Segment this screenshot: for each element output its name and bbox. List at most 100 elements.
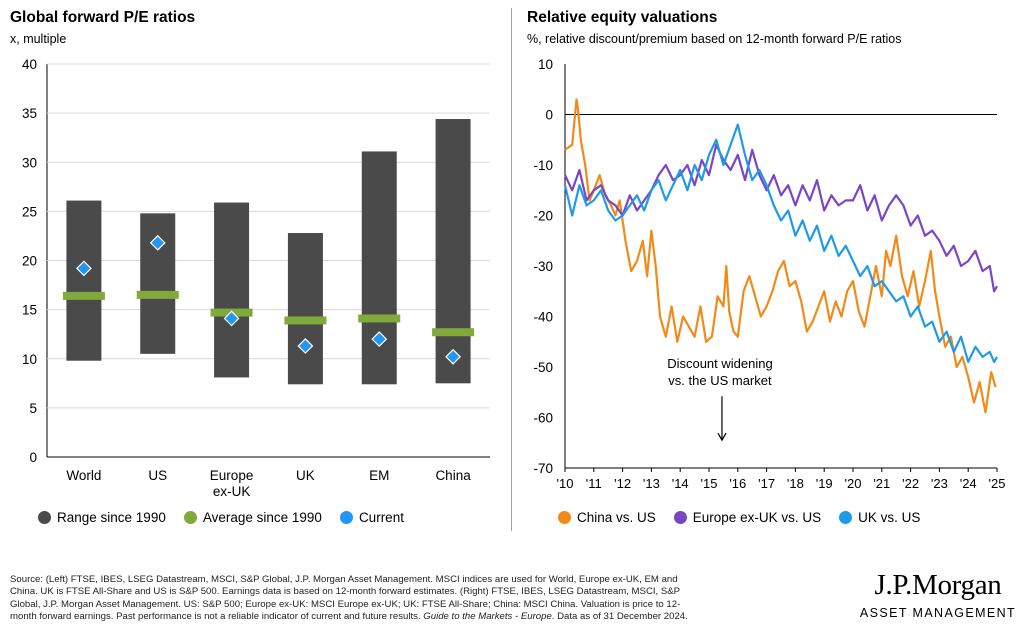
range-bar <box>435 119 471 384</box>
range-bar <box>140 213 176 354</box>
legend-europe-label: Europe ex-UK vs. US <box>692 510 822 525</box>
left-y-tick-label: 25 <box>22 204 37 219</box>
right-y-tick-label: -10 <box>533 158 553 173</box>
series-line <box>564 143 998 293</box>
right-x-tick-label: '24 <box>960 476 977 491</box>
left-y-tick-label: 0 <box>29 450 37 465</box>
legend-range-label: Range since 1990 <box>57 510 166 525</box>
legend-europe: Europe ex-UK vs. US <box>673 510 822 525</box>
left-x-tick-label: UK <box>296 468 315 483</box>
left-y-tick-label: 15 <box>22 303 37 318</box>
current-marker <box>75 260 92 277</box>
left-y-tick-label: 5 <box>29 401 37 416</box>
legend-range-swatch <box>38 511 51 524</box>
right-x-tick-label: '22 <box>902 476 919 491</box>
right-y-tick-label: -30 <box>533 259 553 274</box>
right-x-tick-label: '19 <box>816 476 833 491</box>
right-x-tick-label: '10 <box>557 476 574 491</box>
legend-europe-swatch <box>673 511 687 524</box>
legend-range: Range since 1990 <box>38 510 166 525</box>
right-x-tick-label: '23 <box>931 476 948 491</box>
range-bar <box>287 232 323 385</box>
annotation-arrow-head <box>717 432 727 442</box>
left-x-tick-label: China <box>435 468 471 483</box>
footnote-line-4: month forward earnings. Past performance… <box>10 611 828 623</box>
right-y-tick-label: 0 <box>545 108 553 123</box>
legend-average-swatch <box>183 511 197 524</box>
left-x-tick-label: EM <box>369 468 389 483</box>
right-x-tick-label: '11 <box>586 476 602 491</box>
logo-wordmark: J.P.Morgan <box>874 569 1002 601</box>
right-x-tick-label: '20 <box>845 476 862 491</box>
left-chart-title: Global forward P/E ratios <box>10 9 196 26</box>
right-y-tick-label: -40 <box>533 310 553 325</box>
legend-china-swatch <box>558 511 571 524</box>
right-x-tick-label: '13 <box>643 476 660 491</box>
annotation-text: vs. the US market <box>668 373 772 388</box>
average-marker <box>284 316 327 325</box>
right-x-tick-label: '21 <box>873 476 890 491</box>
legend-uk-label: UK vs. US <box>858 510 921 525</box>
range-bar <box>214 202 250 378</box>
left-x-tick-label: ex-UK <box>213 484 251 499</box>
jpmorgan-logo: J.P.Morgan ASSET MANAGEMENT <box>858 569 1018 620</box>
right-x-tick-label: '25 <box>989 476 1006 491</box>
current-marker <box>371 331 388 348</box>
footnote-line-3: Global, J.P. Morgan Asset Management. US… <box>10 598 681 610</box>
annotation-text: Discount widening <box>667 356 773 371</box>
left-chart-subtitle: x, multiple <box>10 32 67 46</box>
legend-uk-swatch <box>839 511 853 524</box>
right-x-tick-label: '16 <box>729 476 746 491</box>
series-line <box>563 123 998 363</box>
current-marker <box>445 348 462 365</box>
right-x-tick-label: '12 <box>614 476 631 491</box>
legend-average: Average since 1990 <box>183 510 322 525</box>
left-y-tick-label: 30 <box>22 155 37 170</box>
right-chart-title: Relative equity valuations <box>527 9 718 26</box>
left-x-tick-label: US <box>148 468 167 483</box>
footnote-line-4-start: month forward earnings. Past performance… <box>10 611 421 623</box>
left-y-tick-label: 20 <box>22 254 37 269</box>
left-y-tick-label: 40 <box>22 57 37 72</box>
series-line <box>564 98 997 414</box>
right-y-tick-label: -20 <box>533 209 553 224</box>
left-x-tick-label: World <box>66 468 101 483</box>
right-x-tick-label: '14 <box>672 476 689 491</box>
left-y-tick-label: 35 <box>22 106 37 121</box>
average-marker <box>432 328 475 337</box>
footnote-line-2: China. UK is FTSE All-Share and US is S&… <box>10 586 681 598</box>
footnote-line-1: Source: (Left) FTSE, IBES, LSEG Datastre… <box>10 574 678 585</box>
right-y-tick-label: -70 <box>533 461 553 476</box>
left-y-tick-label: 10 <box>22 352 37 367</box>
average-marker <box>62 291 105 300</box>
right-legend: China vs. US Europe ex-UK vs. US UK vs. … <box>558 510 938 525</box>
range-bar <box>361 151 397 385</box>
average-marker <box>136 290 179 299</box>
left-x-tick-label: Europe <box>210 468 254 483</box>
footnote-line-4-end: . Data as of 31 December 2024. <box>551 611 688 623</box>
legend-uk: UK vs. US <box>839 510 920 525</box>
right-chart-subtitle: %, relative discount/premium based on 12… <box>527 32 902 46</box>
logo-subtitle: ASSET MANAGEMENT <box>859 606 1017 620</box>
legend-average-label: Average since 1990 <box>202 510 322 525</box>
legend-current-swatch <box>339 511 353 524</box>
current-marker <box>149 234 166 251</box>
right-y-tick-label: 10 <box>538 57 553 72</box>
right-chart: 10 0 -10 -20 -30 -40 -50 -60 -70 '10 '11 '12 '13 '14 '… <box>533 57 1006 491</box>
right-x-tick-label: '15 <box>701 476 718 491</box>
legend-china-label: China vs. US <box>577 510 656 525</box>
current-marker <box>297 338 314 354</box>
panel-divider <box>511 8 512 531</box>
right-x-tick-label: '17 <box>758 476 775 491</box>
right-x-tick-label: '18 <box>787 476 804 491</box>
footnote-guide-title: Guide to the Markets - Europe <box>423 611 552 623</box>
legend-current: Current <box>339 510 404 525</box>
right-y-tick-label: -60 <box>533 411 553 426</box>
left-legend: Range since 1990 Average since 1990 Curr… <box>38 510 422 525</box>
legend-current-label: Current <box>358 510 404 525</box>
right-y-tick-label: -50 <box>533 360 553 375</box>
range-bar <box>66 200 102 361</box>
average-marker <box>358 314 401 323</box>
legend-china: China vs. US <box>558 510 656 525</box>
